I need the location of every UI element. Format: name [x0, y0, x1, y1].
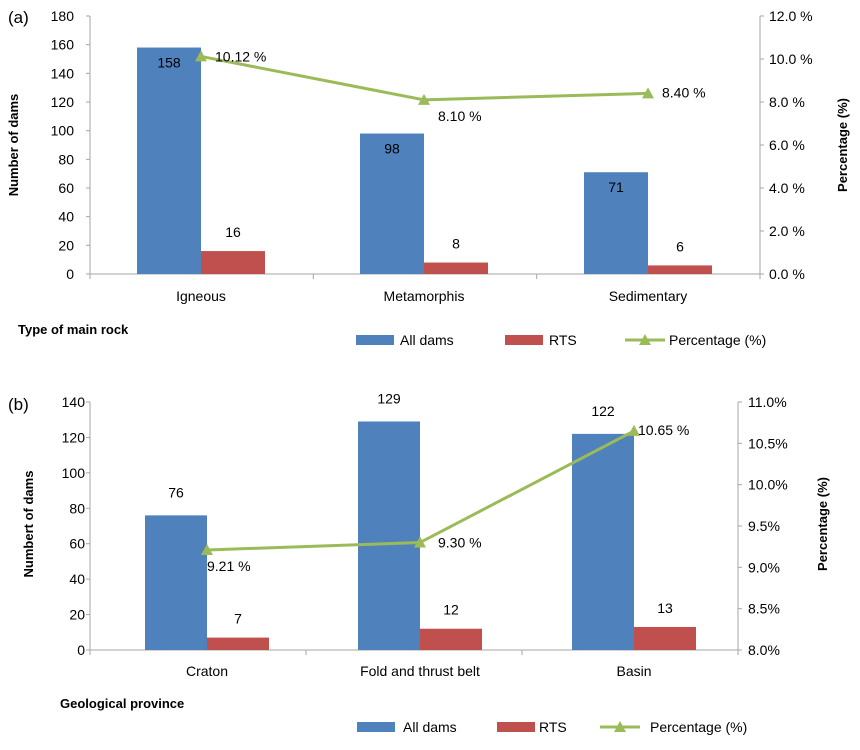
- panel-a-y-tick-label: 160: [51, 37, 75, 53]
- panel-a-label-rts: 16: [225, 224, 241, 240]
- panel-a-y-tick-label: 20: [58, 237, 74, 253]
- panel-b-y2-tick-label: 10.5%: [748, 435, 788, 451]
- panel-b-y-tick-label: 140: [62, 394, 86, 410]
- panel-b-percentage-marker: [201, 543, 213, 555]
- panel-b-label-rts: 13: [657, 600, 673, 616]
- panel-b-category-label: Basin: [616, 663, 651, 679]
- panel-a-percentage-marker: [418, 93, 430, 105]
- panel-b-y2-tick-label: 10.0%: [748, 477, 788, 493]
- panel-a-legend-label: Percentage (%): [669, 332, 766, 348]
- panel-a-label-all-dams: 98: [384, 141, 400, 157]
- panel-b-y-tick-label: 80: [69, 500, 85, 516]
- panel-b-y-tick-label: 0: [77, 642, 85, 658]
- panel-b-y-tick-label: 20: [69, 607, 85, 623]
- panel-b-percentage-marker: [414, 536, 426, 548]
- panel-a-bar-rts: [201, 251, 265, 274]
- panel-b-legend-label: RTS: [539, 719, 567, 735]
- panel-b-legend-label: All dams: [403, 719, 457, 735]
- panel-a-y2-tick-label: 6.0 %: [769, 137, 805, 153]
- panel-b-y-tick-label: 100: [62, 465, 86, 481]
- panel-b-bar-all-dams: [572, 433, 634, 650]
- panel-b-x-axis-title: Geological province: [60, 696, 184, 711]
- panel-b-legend-label: Percentage (%): [650, 719, 747, 735]
- panel-b-y2-tick-label: 9.0%: [748, 559, 780, 575]
- panel-a-label-rts: 8: [452, 236, 460, 252]
- panel-b-y2-tick-label: 11.0%: [748, 394, 787, 410]
- panel-a-y-axis-title: Number of dams: [6, 94, 21, 197]
- panel-a-percentage-marker: [642, 87, 654, 99]
- panel-a-y-tick-label: 80: [58, 151, 74, 167]
- panel-a-bar-rts: [648, 265, 712, 274]
- panel-b-label-rts: 12: [443, 602, 459, 618]
- panel-a-legend-label: RTS: [549, 332, 577, 348]
- panel-a-y-tick-label: 120: [51, 94, 75, 110]
- panel-b-y2-tick-label: 8.0%: [748, 642, 780, 658]
- panel-a-label-percentage: 8.10 %: [438, 108, 482, 124]
- panel-a-y2-tick-label: 8.0 %: [769, 94, 805, 110]
- panel-b-bar-all-dams: [145, 515, 207, 650]
- panel-a-y-tick-label: 60: [58, 180, 74, 196]
- panel-b-y-axis-title: Numbert of dams: [21, 471, 36, 578]
- panel-a-y2-axis-title: Percentage (%): [835, 98, 850, 192]
- panel-a-legend-swatch-rts: [505, 335, 543, 345]
- panel-a-bar-all-dams: [360, 133, 424, 274]
- panel-b-bar-all-dams: [358, 421, 420, 650]
- panel-a-x-axis-title: Type of main rock: [18, 322, 129, 337]
- panel-b-bar-rts: [634, 626, 696, 650]
- panel-a-y-tick-label: 100: [51, 123, 75, 139]
- panel-a-category-label: Igneous: [176, 288, 226, 304]
- panel-a-legend-swatch-all-dams: [356, 335, 394, 345]
- panel-a-y2-tick-label: 2.0 %: [769, 223, 805, 239]
- panel-b-y-tick-label: 60: [69, 536, 85, 552]
- panel-a-y2-tick-label: 4.0 %: [769, 180, 805, 196]
- panel-a-label-all-dams: 158: [157, 55, 181, 71]
- panel-a-y2-tick-label: 10.0 %: [769, 51, 813, 67]
- panel-b-label-all-dams: 76: [168, 484, 184, 500]
- panel-a-category-label: Metamorphis: [384, 288, 465, 304]
- panel-b-y2-tick-label: 8.5%: [748, 601, 780, 617]
- panel-b-y-tick-label: 40: [69, 571, 85, 587]
- panel-b-percentage-marker: [628, 424, 640, 436]
- panel-b-bar-rts: [207, 637, 269, 650]
- panel-a-percentage-line: [200, 54, 649, 102]
- panel-a-bar-rts: [424, 262, 488, 274]
- panel-b-y2-tick-label: 9.5%: [748, 518, 780, 534]
- panel-a-y-tick-label: 180: [51, 8, 75, 24]
- panel-b-label-rts: 7: [234, 611, 242, 627]
- panel-a-category-label: Sedimentary: [609, 288, 688, 304]
- panel-b-label-percentage: 9.30 %: [438, 535, 482, 551]
- panel-a-legend-swatch-percentage-marker: [639, 334, 651, 345]
- panel-b-tag: (b): [8, 395, 29, 414]
- panel-a-label-percentage: 10.12 %: [215, 48, 266, 64]
- panel-b-label-percentage: 10.65 %: [638, 422, 689, 438]
- panel-b-bar-rts: [420, 628, 482, 650]
- panel-b-category-label: Craton: [186, 663, 228, 679]
- panel-a-label-rts: 6: [676, 238, 684, 254]
- panel-a-y-tick-label: 140: [51, 65, 75, 81]
- panel-b-y2-axis-title: Percentage (%): [815, 477, 830, 571]
- panel-a-y-tick-label: 0: [66, 266, 74, 282]
- panel-b-legend-swatch-rts: [497, 722, 535, 732]
- panel-b-label-all-dams: 129: [377, 390, 401, 406]
- panel-b-legend-swatch-percentage-marker: [614, 721, 626, 732]
- panel-a-bar-all-dams: [137, 47, 201, 275]
- panel-a-legend-label: All dams: [400, 332, 454, 348]
- panel-a-y-tick-label: 40: [58, 209, 74, 225]
- panel-a-label-percentage: 8.40 %: [662, 84, 706, 100]
- panel-a-bar-all-dams: [584, 172, 648, 274]
- panel-a-tag: (a): [8, 8, 29, 27]
- panel-a-y2-tick-label: 12.0 %: [769, 8, 813, 24]
- panel-b-legend-swatch-all-dams: [357, 722, 395, 732]
- panel-b-label-percentage: 9.21 %: [207, 558, 251, 574]
- panel-b-label-all-dams: 122: [591, 403, 615, 419]
- panel-b-category-label: Fold and thrust belt: [360, 663, 480, 679]
- panel-a-y2-tick-label: 0.0 %: [769, 266, 805, 282]
- panel-b-y-tick-label: 120: [62, 429, 86, 445]
- panel-a-percentage-marker: [195, 50, 207, 62]
- panel-b-percentage-line: [206, 429, 635, 552]
- panel-a-label-all-dams: 71: [608, 179, 624, 195]
